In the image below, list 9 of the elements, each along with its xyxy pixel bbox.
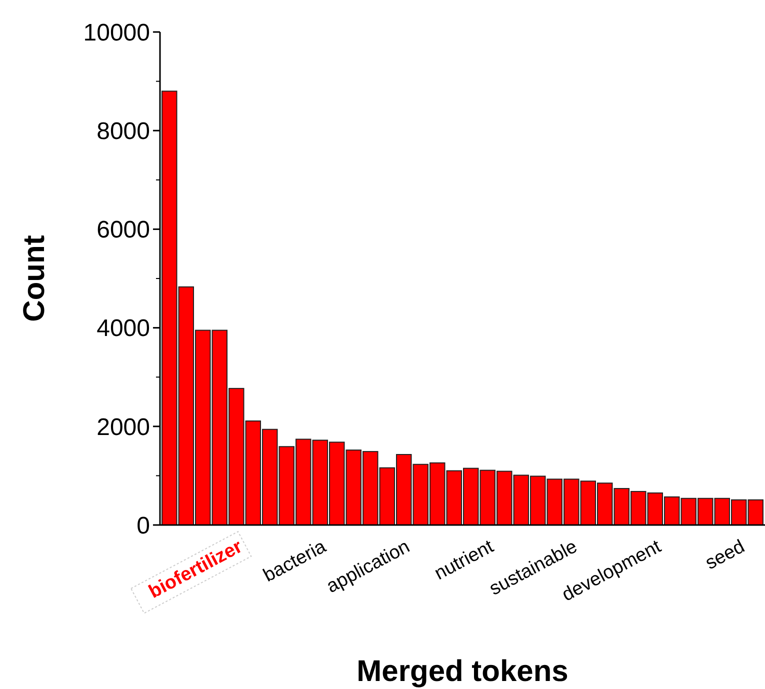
x-axis-title: Merged tokens	[356, 655, 568, 688]
y-tick-label: 8000	[96, 118, 150, 145]
x-tick-label: seed	[702, 536, 748, 574]
y-tick-label: 0	[136, 512, 150, 540]
y-tick-label: 6000	[96, 216, 150, 244]
y-axis-title: Count	[18, 235, 51, 322]
y-tick-label: 10000	[83, 19, 150, 46]
y-tick-label: 2000	[96, 414, 150, 441]
y-tick-label: 4000	[96, 315, 150, 342]
